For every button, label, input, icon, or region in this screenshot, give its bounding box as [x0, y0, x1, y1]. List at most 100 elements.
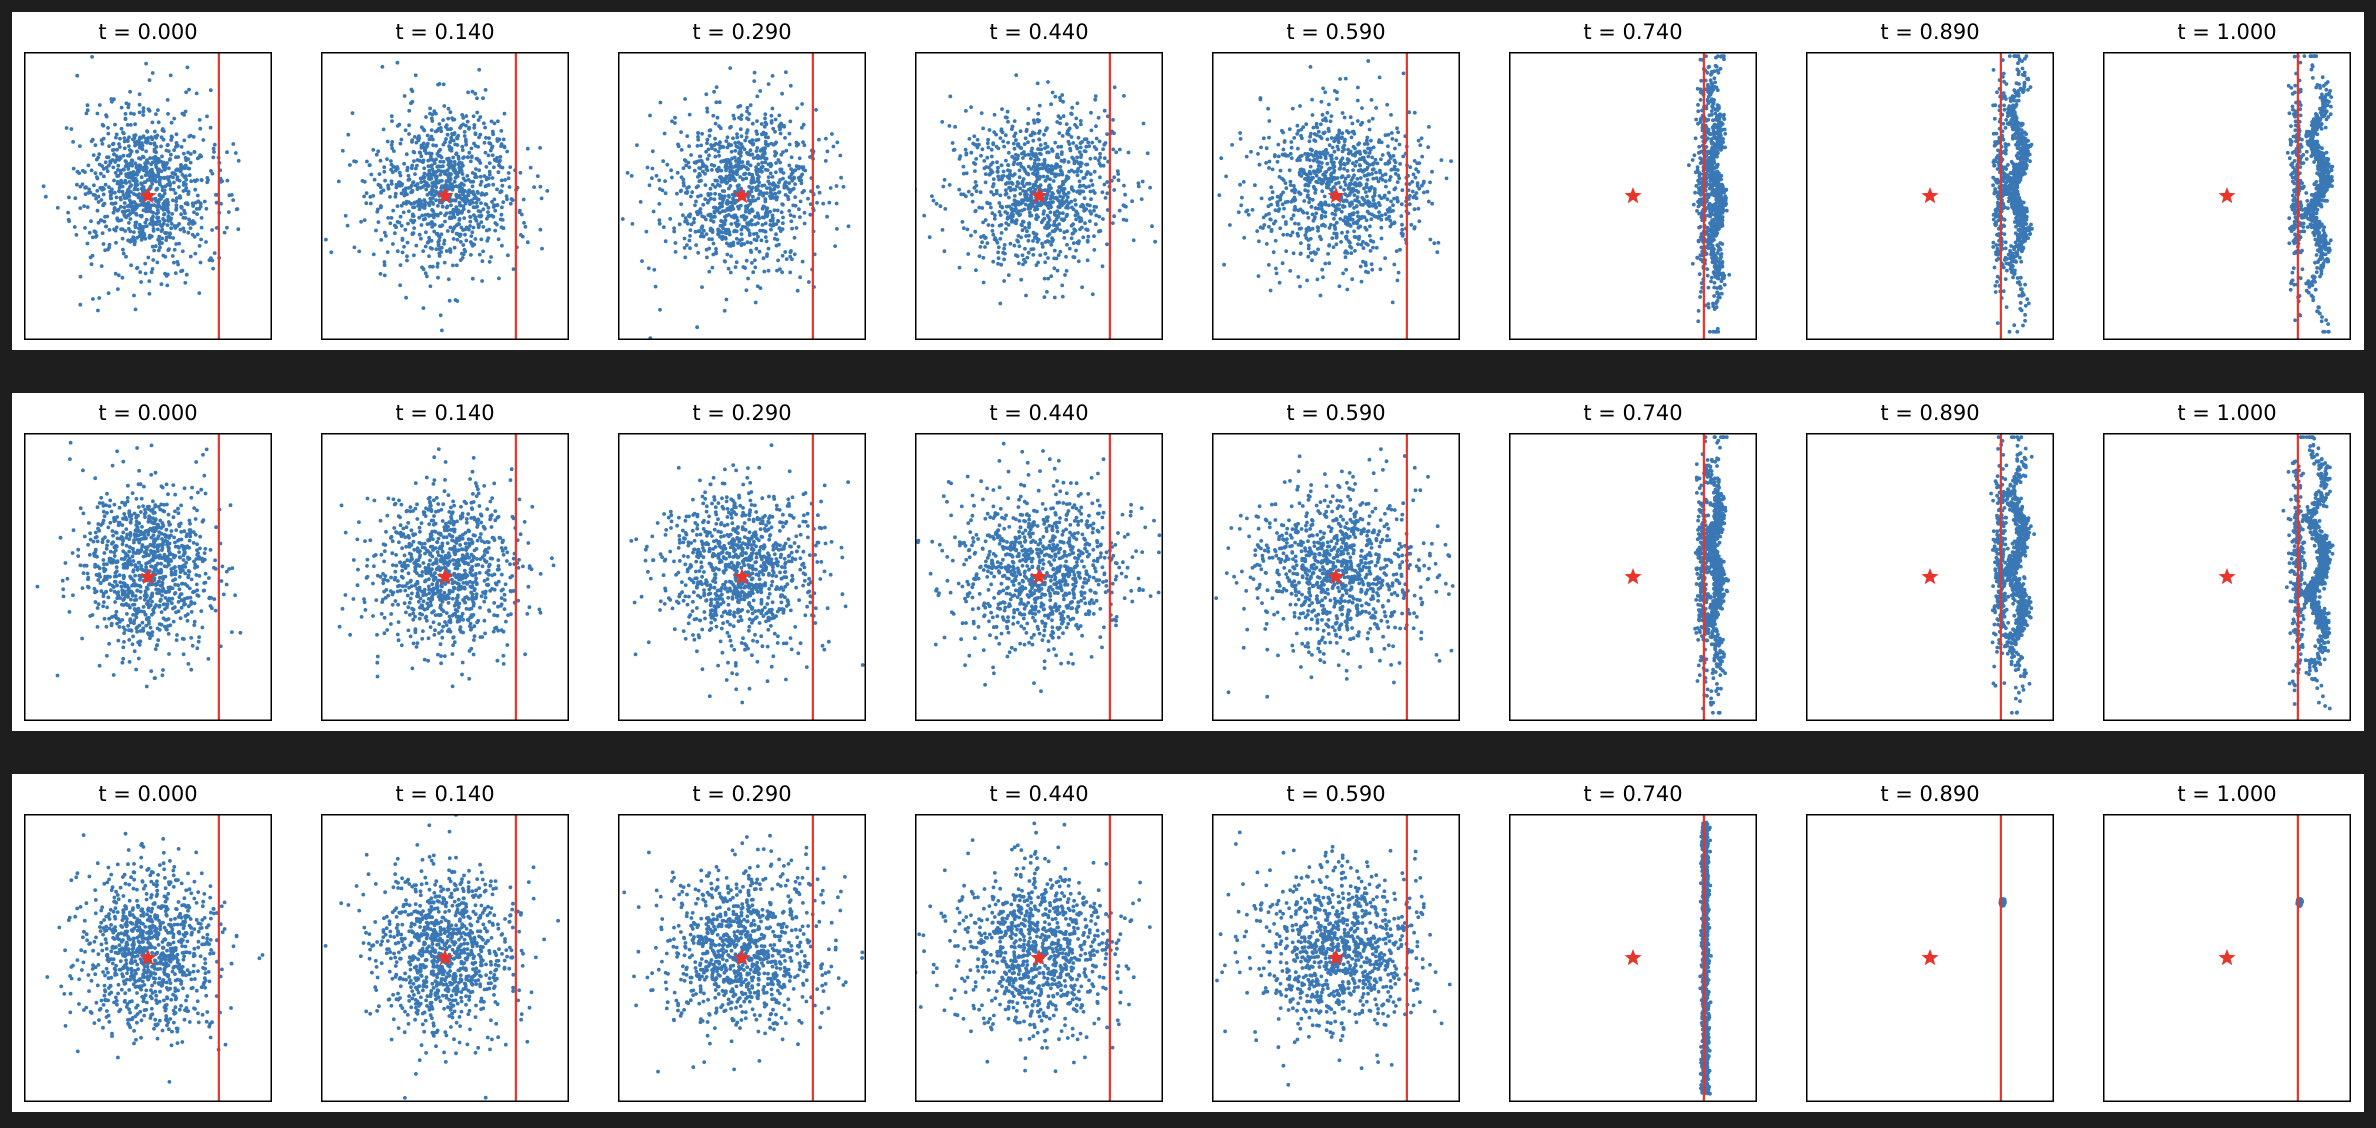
- data-point: [705, 255, 709, 260]
- data-point: [1274, 266, 1278, 271]
- data-point: [1386, 132, 1391, 137]
- data-point: [1343, 162, 1347, 167]
- data-point: [1018, 201, 1023, 206]
- data-point: [1363, 190, 1368, 195]
- data-point: [119, 227, 123, 232]
- data-point: [749, 189, 754, 194]
- data-point: [73, 196, 78, 201]
- data-point: [211, 146, 216, 151]
- data-point: [454, 223, 459, 228]
- data-point: [815, 200, 819, 205]
- data-point: [114, 225, 119, 230]
- data-point: [446, 106, 451, 111]
- data-point: [137, 102, 142, 107]
- data-point: [1383, 256, 1387, 261]
- data-point: [1306, 254, 1311, 259]
- data-point: [115, 179, 120, 184]
- data-point: [978, 245, 983, 249]
- data-point: [438, 313, 443, 318]
- data-point: [1270, 167, 1275, 172]
- data-point: [1298, 158, 1302, 162]
- data-point: [451, 237, 456, 241]
- data-point: [389, 143, 394, 147]
- data-point: [422, 198, 427, 202]
- data-point: [1022, 198, 1027, 202]
- data-point: [1297, 190, 1301, 195]
- data-point: [103, 160, 108, 165]
- data-point: [1417, 186, 1422, 191]
- data-point: [1337, 207, 1341, 212]
- data-point: [996, 256, 1001, 261]
- data-point: [165, 272, 170, 277]
- data-point: [147, 78, 152, 82]
- data-point: [1333, 176, 1338, 181]
- data-point: [817, 190, 822, 195]
- data-point: [438, 126, 443, 130]
- data-point: [400, 250, 405, 255]
- data-point: [441, 82, 446, 87]
- data-point: [1043, 188, 1047, 193]
- data-point: [462, 134, 467, 138]
- data-point: [234, 207, 239, 212]
- data-point: [141, 109, 146, 114]
- data-point: [227, 193, 232, 198]
- data-point: [825, 149, 830, 154]
- data-point: [395, 204, 400, 209]
- data-point: [1028, 133, 1033, 138]
- data-point: [446, 277, 451, 282]
- data-point: [1396, 270, 1401, 275]
- data-point: [759, 165, 764, 170]
- data-point: [770, 175, 775, 179]
- data-point: [1281, 232, 1286, 237]
- data-point: [758, 89, 763, 93]
- data-point: [379, 205, 383, 210]
- data-point: [658, 307, 662, 312]
- data-point: [997, 223, 1002, 228]
- data-point: [102, 174, 106, 179]
- data-point: [1383, 133, 1388, 138]
- data-point: [1077, 150, 1082, 154]
- data-point: [154, 112, 158, 116]
- data-point: [1371, 176, 1376, 181]
- data-point: [824, 136, 828, 141]
- data-point: [415, 163, 419, 168]
- data-point: [704, 232, 709, 237]
- data-point: [94, 234, 98, 239]
- data-point: [1316, 206, 1321, 211]
- data-point: [675, 170, 680, 175]
- data-point: [1313, 252, 1318, 256]
- data-point: [734, 159, 738, 163]
- data-point: [169, 152, 173, 157]
- data-point: [120, 184, 125, 189]
- data-point: [484, 228, 489, 233]
- data-point: [1316, 167, 1320, 172]
- data-point: [1042, 158, 1047, 162]
- data-point: [495, 187, 499, 192]
- data-point: [742, 217, 747, 222]
- data-point: [132, 112, 136, 116]
- data-point: [482, 140, 487, 145]
- data-point: [1383, 212, 1388, 217]
- data-point: [1290, 230, 1295, 235]
- data-point: [1320, 161, 1324, 165]
- data-point: [118, 204, 123, 209]
- data-point: [410, 99, 415, 104]
- data-point: [1048, 210, 1053, 215]
- data-point: [425, 192, 430, 197]
- data-point: [755, 211, 760, 216]
- data-point: [1379, 157, 1383, 162]
- data-point: [1392, 196, 1396, 201]
- data-point: [673, 250, 678, 254]
- data-point: [473, 131, 478, 136]
- data-point: [100, 142, 105, 146]
- data-point: [119, 126, 124, 131]
- data-point: [1064, 122, 1069, 126]
- data-point: [1315, 160, 1320, 164]
- data-point: [91, 153, 96, 157]
- data-point: [1361, 246, 1366, 251]
- data-point: [1394, 138, 1399, 143]
- data-point: [696, 159, 701, 163]
- data-point: [236, 227, 241, 232]
- data-point: [1376, 179, 1381, 184]
- data-point: [489, 119, 494, 124]
